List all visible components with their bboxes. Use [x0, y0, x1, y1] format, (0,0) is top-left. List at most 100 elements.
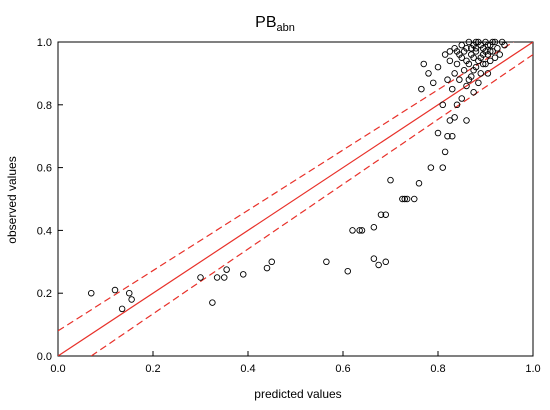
data-point	[446, 57, 454, 65]
y-tick-label: 0.8	[37, 100, 52, 112]
data-point	[479, 60, 487, 68]
data-point	[453, 101, 461, 109]
data-point	[489, 38, 496, 46]
y-tick-label: 0.2	[37, 288, 52, 300]
data-point	[111, 286, 119, 294]
data-point	[401, 195, 409, 203]
chart-title-subscript: abn	[276, 22, 294, 34]
data-point	[441, 148, 449, 156]
data-point	[470, 54, 477, 61]
chart-title: PBabn	[255, 14, 295, 34]
data-point	[472, 48, 480, 55]
data-point	[415, 180, 423, 187]
data-point	[434, 129, 442, 137]
data-point	[475, 79, 482, 87]
data-point	[399, 195, 406, 203]
data-point	[451, 114, 458, 121]
data-point	[494, 45, 501, 52]
data-point	[482, 48, 489, 55]
data-point	[491, 54, 499, 61]
y-tick-label: 0.0	[37, 351, 52, 363]
plot-frame	[57, 41, 534, 357]
x-tick-label: 0.6	[335, 363, 350, 375]
data-point	[477, 70, 485, 77]
data-point	[118, 305, 126, 313]
data-point	[377, 211, 385, 218]
data-point	[451, 70, 458, 77]
data-point	[427, 164, 435, 171]
data-point	[223, 266, 230, 273]
data-point	[463, 117, 470, 124]
data-point	[472, 38, 480, 46]
data-point	[463, 82, 470, 90]
confidence-band-lower	[90, 54, 533, 356]
data-point	[456, 76, 463, 83]
regression-line	[58, 42, 533, 356]
data-point	[209, 299, 216, 306]
data-point	[460, 67, 468, 74]
data-point	[420, 60, 428, 68]
data-point	[453, 60, 461, 68]
data-point	[465, 38, 473, 46]
chart-title-main: PB	[255, 14, 276, 31]
data-point	[323, 258, 330, 266]
data-point	[128, 296, 135, 303]
data-point	[430, 79, 437, 87]
data-point	[475, 57, 482, 65]
data-point	[87, 289, 95, 297]
data-point	[487, 48, 494, 55]
data-point	[358, 227, 366, 234]
data-point	[239, 271, 247, 278]
data-point	[489, 48, 496, 55]
data-point	[449, 85, 456, 93]
data-point	[382, 211, 390, 218]
data-point	[458, 41, 466, 49]
data-point	[356, 227, 363, 234]
data-point	[125, 289, 133, 297]
data-point	[491, 38, 499, 46]
y-tick-label: 0.4	[37, 225, 52, 237]
data-point	[411, 195, 418, 203]
data-point	[213, 274, 221, 281]
plot-area: 0.0 0.2 0.4 0.6 0.8 1.0 0.0 0.2 0.4 0.6 0.8 1.0	[37, 37, 541, 375]
data-point	[449, 132, 456, 140]
data-point	[477, 41, 485, 49]
data-point	[444, 76, 451, 83]
data-point	[487, 57, 494, 65]
data-point	[465, 76, 473, 83]
x-tick-label: 1.0	[525, 363, 540, 375]
data-point	[484, 70, 492, 77]
data-point	[456, 51, 463, 58]
data-point	[484, 41, 492, 49]
data-point	[472, 45, 480, 52]
data-point	[375, 261, 382, 269]
data-point	[418, 85, 425, 93]
data-point	[470, 88, 477, 96]
data-point	[349, 227, 356, 234]
data-point	[441, 51, 449, 58]
data-point	[439, 164, 447, 171]
data-point	[460, 48, 468, 55]
data-point	[446, 48, 454, 55]
data-point	[382, 258, 390, 266]
data-point	[458, 95, 466, 102]
confidence-band-upper	[58, 42, 515, 332]
y-tick-label: 0.6	[37, 163, 52, 175]
y-tick-label: 1.0	[37, 37, 52, 49]
x-tick-label: 0.4	[240, 363, 255, 375]
data-point	[501, 41, 508, 49]
x-tick-label: 0.0	[50, 363, 65, 375]
data-point	[370, 255, 378, 262]
data-point	[451, 45, 458, 52]
data-point	[387, 176, 394, 184]
data-point	[268, 258, 276, 266]
data-point	[434, 63, 442, 71]
data-point	[220, 274, 228, 281]
data-point	[470, 67, 477, 74]
data-point	[425, 70, 432, 77]
y-axis-label: observed values	[5, 156, 19, 243]
data-point	[263, 264, 271, 272]
data-point	[403, 195, 411, 203]
